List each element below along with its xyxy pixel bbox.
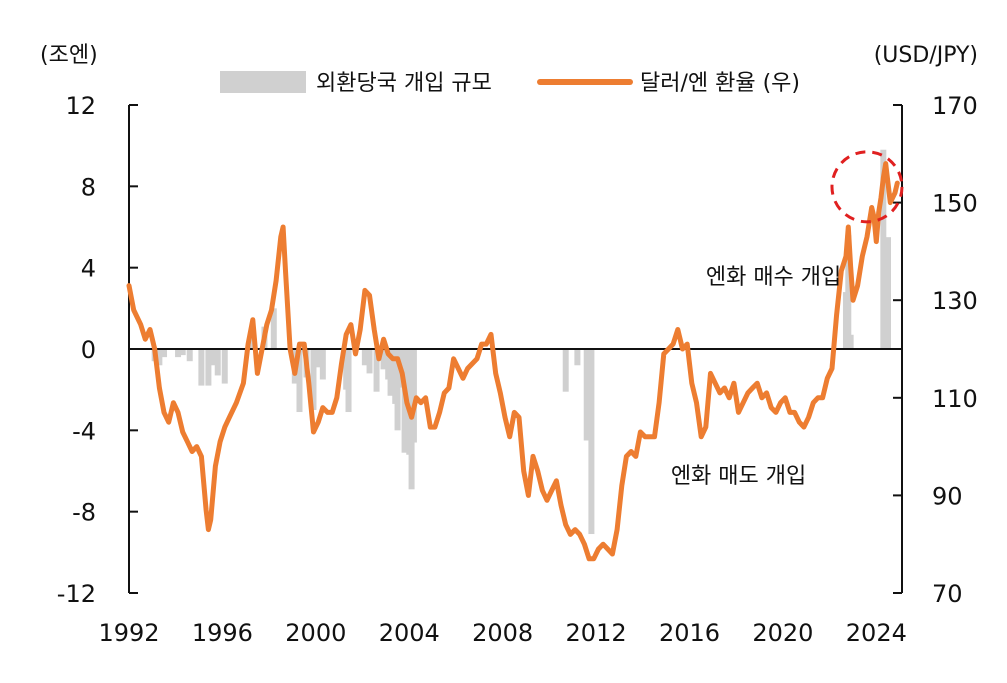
x-tick-label: 1996 [192,619,253,647]
intervention-bar [847,334,854,349]
left-tick-label: -12 [57,580,96,608]
intervention-bar [845,235,852,349]
left-tick-label: 4 [81,255,96,283]
intervention-bar [270,308,277,349]
intervention-bar [583,349,590,441]
intervention-bar [380,349,387,370]
right-tick-label: 130 [932,287,978,315]
intervention-bar [315,349,322,368]
intervention-bar [387,349,394,396]
right-tick-label: 70 [932,580,963,608]
left-tick-label: 0 [81,336,96,364]
right-tick-label: 170 [932,92,978,120]
x-tick-label: 1992 [98,619,159,647]
intervention-bar [319,349,326,380]
annotation-yen-buying: 엔화 매수 개입 [706,265,841,290]
left-tick-label: -8 [72,499,96,527]
intervention-bar [394,349,401,431]
intervention-bar [410,349,417,443]
intervention-bar [156,349,163,366]
legend-bar-swatch [220,71,306,93]
usdjpy-line [126,161,900,562]
intervention-bar [214,349,221,376]
highlight-circle [830,150,904,224]
intervention-bar [175,349,182,358]
intervention-bar [574,349,581,366]
intervention-bar [562,349,569,392]
intervention-bar [885,237,891,349]
intervention-bar [345,349,352,413]
legend-bar-label: 외환당국 개입 규모 [316,71,492,96]
legend: 외환당국 개입 규모 달러/엔 환율 (우) [220,71,800,96]
annotations: 엔화 매수 개입 엔화 매도 개입 [671,265,841,489]
intervention-bar [210,349,217,366]
intervention-bar [310,349,317,410]
x-tick-label: 2000 [285,619,346,647]
left-axis-unit: (조엔) [40,43,98,68]
x-tick-label: 2024 [846,619,907,647]
intervention-bar [373,349,380,392]
intervention-bar [221,349,228,384]
axes: 12 8 4 0 -4 -8 -12 170 150 130 110 90 70 1992 1996 2000… [57,92,978,647]
intervention-bar [880,149,887,349]
legend-line-label: 달러/엔 환율 (우) [640,71,800,96]
left-tick-label: -4 [72,417,96,445]
x-tick-label: 2004 [379,619,440,647]
intervention-bar [205,349,212,386]
right-tick-label: 90 [932,482,963,510]
x-tick-label: 2008 [472,619,533,647]
intervention-bar [179,349,186,356]
intervention-bar [296,349,303,413]
right-tick-label: 150 [932,190,978,218]
intervention-bar [588,349,595,535]
x-tick-label: 2020 [752,619,813,647]
intervention-bar [186,349,193,362]
exchange-rate-series [126,150,904,562]
annotation-yen-selling: 엔화 매도 개입 [671,464,806,489]
right-axis-unit: (USD/JPY) [874,43,978,68]
x-tick-label: 2012 [566,619,627,647]
left-tick-label: 12 [65,92,96,120]
intervention-bar [161,349,168,358]
intervention-bar [366,349,373,374]
intervention-bar [198,349,205,386]
left-tick-label: 8 [81,173,96,201]
intervention-bar [361,349,368,366]
x-tick-label: 2016 [659,619,720,647]
right-tick-label: 110 [932,385,978,413]
